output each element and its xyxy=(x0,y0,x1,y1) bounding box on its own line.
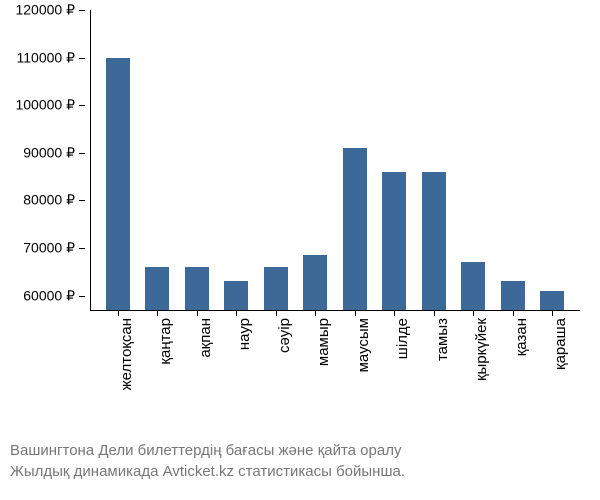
y-tick-mark xyxy=(79,248,85,249)
bar xyxy=(501,281,525,310)
y-tick-label: 90000 ₽ xyxy=(23,144,75,161)
chart-container: 60000 ₽ 70000 ₽ 80000 ₽ 90000 ₽ 100000 ₽ 1100… xyxy=(0,0,600,500)
bar-slot xyxy=(533,10,573,310)
y-tick-label: 120000 ₽ xyxy=(15,2,75,19)
bar xyxy=(303,255,327,310)
x-tick-label: наур xyxy=(236,318,253,350)
x-tick-mark xyxy=(276,310,277,316)
x-tick-mark xyxy=(473,310,474,316)
x-tick-label: қазан xyxy=(513,318,530,356)
bar-slot xyxy=(177,10,217,310)
bar xyxy=(185,267,209,310)
x-tick-label: мамыр xyxy=(315,318,332,366)
bar-slot xyxy=(454,10,494,310)
y-tick-label: 60000 ₽ xyxy=(23,287,75,304)
caption-line-2: Жылдық динамикада Avticket.kz статистика… xyxy=(10,461,405,482)
bar-slot xyxy=(256,10,296,310)
x-tick-mark xyxy=(315,310,316,316)
bar xyxy=(461,262,485,310)
x-label-slot: қыркүйек xyxy=(454,318,494,438)
x-label-slot: қаңтар xyxy=(138,318,178,438)
x-label-slot: сәуір xyxy=(256,318,296,438)
chart-caption: Вашингтона Дели билеттердің бағасы және … xyxy=(10,440,405,482)
bar xyxy=(382,172,406,310)
bar xyxy=(264,267,288,310)
x-tick-label: қыркүйек xyxy=(473,318,490,381)
x-tick-label: желтоқсан xyxy=(118,318,135,390)
x-label-slot: мамыр xyxy=(296,318,336,438)
x-label-slot: қараша xyxy=(533,318,573,438)
x-tick-mark xyxy=(118,310,119,316)
x-tick-mark xyxy=(236,310,237,316)
x-label-slot: желтоқсан xyxy=(98,318,138,438)
bar-slot xyxy=(296,10,336,310)
bar xyxy=(145,267,169,310)
x-tick-label: тамыз xyxy=(434,318,451,361)
y-tick-mark xyxy=(79,296,85,297)
bars-group xyxy=(90,10,580,310)
bar-slot xyxy=(375,10,415,310)
bar-slot xyxy=(335,10,375,310)
x-tick-mark xyxy=(513,310,514,316)
x-label-slot: ақпан xyxy=(177,318,217,438)
bar xyxy=(540,291,564,310)
y-tick-label: 110000 ₽ xyxy=(17,49,75,66)
x-tick-mark xyxy=(434,310,435,316)
x-tick-label: қараша xyxy=(552,318,569,370)
x-tick-label: ақпан xyxy=(197,318,214,358)
y-tick-mark xyxy=(79,153,85,154)
bar-slot xyxy=(414,10,454,310)
bar-slot xyxy=(493,10,533,310)
bar xyxy=(422,172,446,310)
bar-slot xyxy=(98,10,138,310)
bar xyxy=(106,58,130,310)
y-axis: 60000 ₽ 70000 ₽ 80000 ₽ 90000 ₽ 100000 ₽ 1100… xyxy=(0,10,85,310)
bar xyxy=(224,281,248,310)
y-tick-mark xyxy=(79,10,85,11)
x-label-slot: шілде xyxy=(375,318,415,438)
x-tick-label: маусым xyxy=(355,318,372,372)
x-axis-labels: желтоқсан қаңтар ақпан наур сәуір мамыр маусым… xyxy=(90,318,580,438)
bar-slot xyxy=(138,10,178,310)
caption-line-1: Вашингтона Дели билеттердің бағасы және … xyxy=(10,440,405,461)
x-tick-mark xyxy=(355,310,356,316)
x-tick-mark xyxy=(157,310,158,316)
y-tick-label: 80000 ₽ xyxy=(23,192,75,209)
bar-slot xyxy=(217,10,257,310)
x-tick-mark xyxy=(197,310,198,316)
x-tick-label: сәуір xyxy=(276,318,293,353)
x-axis-line xyxy=(90,310,580,311)
y-tick-label: 70000 ₽ xyxy=(23,240,75,257)
y-tick-label: 100000 ₽ xyxy=(15,97,75,114)
x-tick-mark xyxy=(394,310,395,316)
x-tick-mark xyxy=(552,310,553,316)
x-label-slot: тамыз xyxy=(414,318,454,438)
y-tick-mark xyxy=(79,105,85,106)
plot-area xyxy=(90,10,580,310)
x-label-slot: маусым xyxy=(335,318,375,438)
x-tick-label: қаңтар xyxy=(157,318,174,365)
x-label-slot: қазан xyxy=(493,318,533,438)
y-tick-mark xyxy=(79,200,85,201)
x-label-slot: наур xyxy=(217,318,257,438)
y-tick-mark xyxy=(79,58,85,59)
bar xyxy=(343,148,367,310)
x-tick-label: шілде xyxy=(394,318,411,359)
